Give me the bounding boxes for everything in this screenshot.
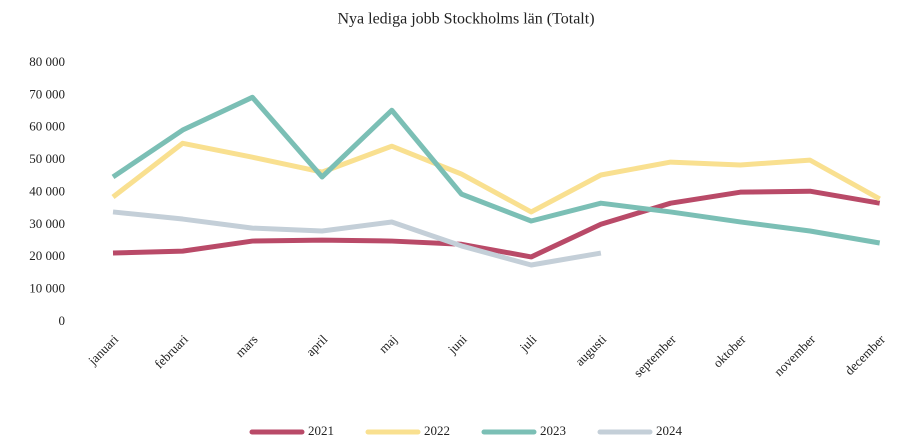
x-tick-label: september <box>630 331 679 380</box>
chart-title: Nya lediga jobb Stockholms län (Totalt) <box>337 11 594 28</box>
x-tick-label: januari <box>84 331 121 368</box>
x-tick-label: juli <box>516 331 540 355</box>
line-series <box>112 209 602 268</box>
legend-label: 2023 <box>540 423 566 438</box>
x-tick-label: maj <box>376 332 400 356</box>
legend-label: 2021 <box>308 423 334 438</box>
x-tick-label: november <box>771 331 819 379</box>
line-series <box>112 188 881 260</box>
legend-label: 2022 <box>424 423 450 438</box>
x-tick-label: augusti <box>572 331 609 368</box>
y-tick-label: 20 000 <box>29 248 65 263</box>
line-series <box>111 140 881 215</box>
x-tick-label: juni <box>444 331 470 357</box>
x-tick-label: februari <box>151 331 191 371</box>
y-tick-label: 60 000 <box>29 119 65 134</box>
y-tick-label: 0 <box>59 313 66 328</box>
line-series <box>111 94 881 246</box>
y-tick-label: 30 000 <box>29 216 65 231</box>
x-tick-label: december <box>842 331 889 378</box>
y-tick-label: 80 000 <box>29 54 65 69</box>
x-tick-label: mars <box>232 332 260 360</box>
y-tick-label: 40 000 <box>29 183 65 198</box>
y-tick-label: 10 000 <box>29 281 65 296</box>
legend-label: 2024 <box>656 423 683 438</box>
y-tick-label: 50 000 <box>29 151 65 166</box>
x-tick-label: april <box>303 331 331 359</box>
x-tick-label: oktober <box>710 331 749 370</box>
y-tick-label: 70 000 <box>29 86 65 101</box>
